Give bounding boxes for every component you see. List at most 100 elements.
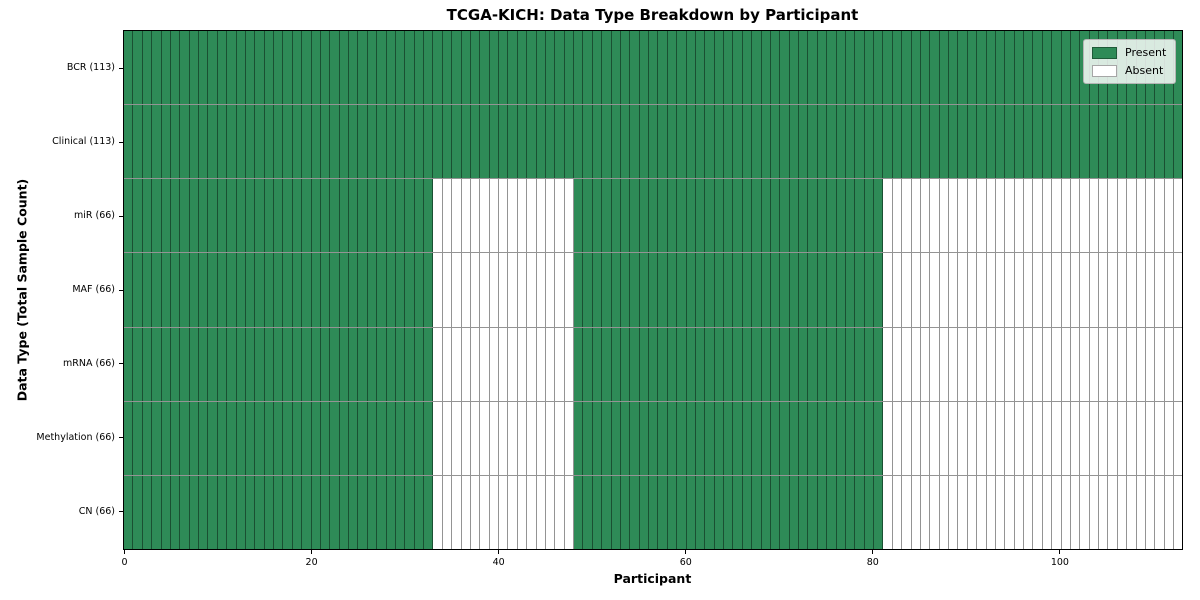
heatmap-cell [1117,475,1128,549]
heatmap-cell [283,401,293,475]
heatmap-cell [142,31,153,105]
heatmap-cell [780,401,790,475]
heatmap-cell [930,327,940,401]
heatmap-cell [799,105,809,179]
heatmap-cell [470,475,481,549]
heatmap-cell [349,179,359,253]
heatmap-cell [827,475,837,549]
heatmap-cell [874,327,884,401]
heatmap-cell [1042,475,1053,549]
heatmap-cell [742,253,753,327]
heatmap-cell [1033,401,1043,475]
heatmap-cell [349,401,359,475]
heatmap-cell [311,475,321,549]
heatmap-cell [480,401,490,475]
heatmap-cell [433,253,443,327]
heatmap-cell [1042,105,1053,179]
heatmap-cell [152,105,162,179]
heatmap-cell [208,179,218,253]
heatmap-cell [480,475,490,549]
heatmap-cell [977,253,987,327]
heatmap-cell [564,401,574,475]
heatmap-cell [283,105,293,179]
heatmap-cell [311,401,321,475]
heatmap-cell [367,253,378,327]
heatmap-cell [189,401,199,475]
heatmap-cell [1108,475,1118,549]
heatmap-cell [508,31,518,105]
heatmap-cell [864,31,874,105]
heatmap-cell [1014,253,1024,327]
heatmap-cell [583,401,593,475]
heatmap-cell [930,401,940,475]
heatmap-cell [1099,475,1109,549]
heatmap-cell [1014,31,1024,105]
heatmap-cell [705,253,715,327]
heatmap-cell [817,253,828,327]
heatmap-cell [217,253,228,327]
heatmap-cell [227,31,237,105]
heatmap-cell [217,105,228,179]
heatmap-cell [320,31,331,105]
heatmap-cell [461,253,471,327]
heatmap-cell [1052,401,1062,475]
heatmap-cell [320,179,331,253]
heatmap-cell [705,105,715,179]
heatmap-cell [283,327,293,401]
heatmap-cell [133,31,143,105]
heatmap-cell [461,31,471,105]
heatmap-cell [799,327,809,401]
heatmap-cell [339,475,349,549]
heatmap-cell [517,31,528,105]
heatmap-cell [1108,401,1118,475]
heatmap-cell [986,105,996,179]
heatmap-cell [1080,401,1090,475]
heatmap-cell [667,327,678,401]
heatmap-cell [724,105,734,179]
heatmap-cell [1070,105,1081,179]
heatmap-cell [424,31,434,105]
heatmap-cell [358,327,368,401]
heatmap-cell [892,179,903,253]
heatmap-cell [133,105,143,179]
heatmap-cell [377,401,387,475]
heatmap-cell [817,31,828,105]
heatmap-cell [292,179,303,253]
heatmap-cell [658,31,668,105]
heatmap-cell [799,401,809,475]
heatmap-cell [180,327,190,401]
heatmap-cell [977,401,987,475]
heatmap-cell [958,327,968,401]
heatmap-cell [236,31,246,105]
heatmap-cell [724,327,734,401]
heatmap-cell [1070,31,1081,105]
heatmap-cell [958,105,968,179]
legend-entry: Absent [1092,64,1167,77]
heatmap-cell [602,179,612,253]
heatmap-cell [592,31,603,105]
heatmap-cell [170,475,181,549]
heatmap-cell [367,105,378,179]
heatmap-cell [574,179,584,253]
legend: Present Absent [1083,39,1176,84]
heatmap-cell [274,253,284,327]
heatmap-cell [639,253,649,327]
heatmap-cell [658,253,668,327]
heatmap-cell [283,179,293,253]
heatmap-cell [695,253,706,327]
heatmap-cell [658,105,668,179]
x-tick-label: 60 [679,556,692,568]
heatmap-cell [189,179,199,253]
heatmap-cell [574,401,584,475]
heatmap-cell [742,31,753,105]
heatmap-cell [742,179,753,253]
heatmap-cell [1174,475,1183,549]
heatmap-cell [845,475,856,549]
heatmap-cell [236,253,246,327]
heatmap-cell [874,105,884,179]
legend-label: Present [1125,46,1167,59]
heatmap-cell [845,401,856,475]
heatmap-cell [152,31,162,105]
heatmap-cell [1136,179,1146,253]
heatmap-cell [1117,253,1128,327]
